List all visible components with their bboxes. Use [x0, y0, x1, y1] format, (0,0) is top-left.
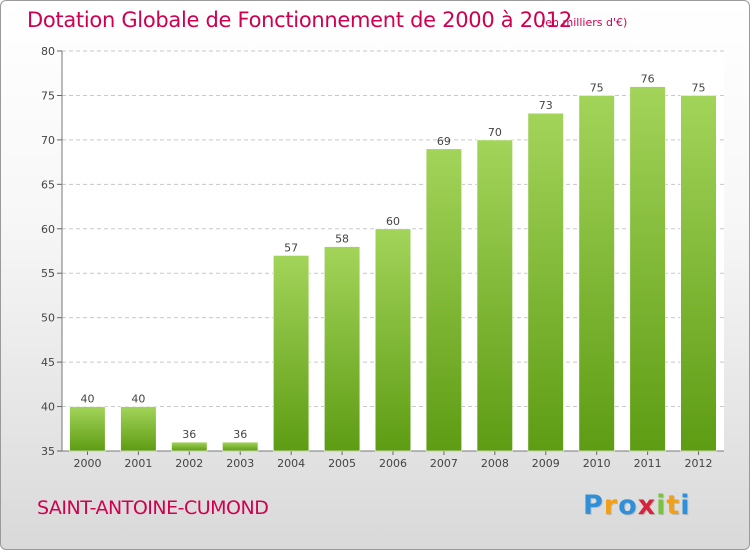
y-tick-label: 75	[41, 89, 55, 102]
x-tick-label-2011: 2011	[634, 457, 662, 470]
y-tick-label: 40	[41, 401, 55, 414]
logo-letter-2: r	[603, 490, 619, 521]
data-label-2000: 40	[80, 393, 94, 406]
data-label-2001: 40	[131, 393, 145, 406]
logo-letter-1: P	[583, 490, 604, 521]
y-tick-label: 65	[41, 178, 55, 191]
x-tick-label-2003: 2003	[226, 457, 254, 470]
logo-letter-6: t	[666, 490, 681, 521]
data-label-2004: 57	[284, 241, 298, 254]
x-tick-label-2009: 2009	[532, 457, 560, 470]
data-label-2007: 69	[437, 135, 451, 148]
bar-2002	[171, 441, 208, 452]
data-label-2006: 60	[386, 215, 400, 228]
logo-letter-7: i	[680, 490, 691, 521]
bars	[69, 86, 717, 452]
bar-2009	[527, 112, 564, 452]
commune-name: SAINT-ANTOINE-CUMOND	[37, 497, 269, 519]
bar-2006	[374, 228, 412, 452]
bar-2000	[69, 406, 106, 452]
x-tick-label-2012: 2012	[685, 457, 713, 470]
data-label-2011: 76	[641, 73, 655, 86]
bar-2001	[120, 406, 157, 452]
x-tick-label-2002: 2002	[175, 457, 203, 470]
data-label-2009: 73	[539, 99, 553, 112]
y-tick-label: 50	[41, 312, 55, 325]
bar-2004	[272, 255, 310, 452]
labels: 35 40 45 50 55 60 65 70 75 80 40 2000 40 2001 36 2002 36…	[41, 45, 713, 470]
y-tick-label: 35	[41, 445, 55, 458]
logo-letter-5: i	[656, 490, 667, 521]
data-label-2002: 36	[182, 428, 196, 441]
y-tick-label: 80	[41, 45, 55, 58]
x-tick-label-2010: 2010	[583, 457, 611, 470]
data-label-2008: 70	[488, 126, 502, 139]
bar-2008	[476, 139, 513, 452]
bar-2007	[425, 148, 463, 452]
y-tick-label: 45	[41, 356, 55, 369]
data-label-2010: 75	[590, 81, 604, 94]
bar-2011	[629, 86, 666, 452]
data-label-2003: 36	[233, 428, 247, 441]
x-tick-label-2006: 2006	[379, 457, 407, 470]
chart-unit: (en milliers d'€)	[541, 16, 628, 29]
logo-letter-3: o	[618, 490, 638, 521]
y-tick-label: 55	[41, 267, 55, 280]
x-tick-label-2007: 2007	[430, 457, 458, 470]
bar-2012	[680, 95, 717, 452]
x-tick-label-2000: 2000	[73, 457, 101, 470]
x-tick-label-2008: 2008	[481, 457, 509, 470]
logo-letter-4: x	[637, 490, 657, 521]
y-tick-label: 60	[41, 223, 55, 236]
bar-2003	[222, 441, 259, 452]
chart-title: Dotation Globale de Fonctionnement de 20…	[27, 8, 572, 32]
data-label-2005: 58	[335, 233, 349, 246]
bar-2010	[578, 95, 615, 452]
x-tick-label-2004: 2004	[277, 457, 305, 470]
proxiti-logo: Proxiti	[583, 490, 691, 521]
data-label-2012: 75	[692, 81, 706, 94]
x-tick-label-2001: 2001	[124, 457, 152, 470]
bar-2005	[323, 246, 361, 452]
x-tick-label-2005: 2005	[328, 457, 356, 470]
y-tick-label: 70	[41, 134, 55, 147]
